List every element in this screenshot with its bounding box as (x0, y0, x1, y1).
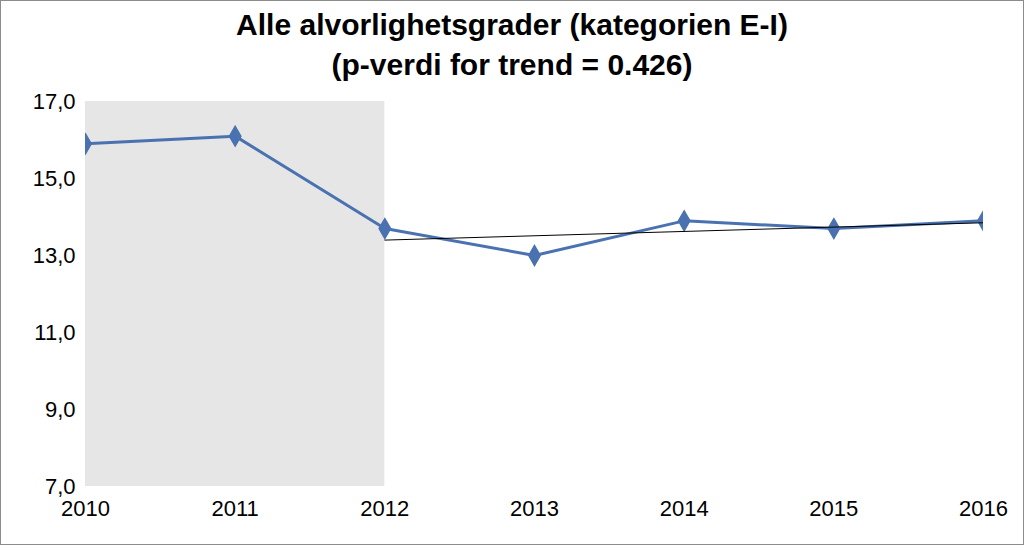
svg-text:13,0: 13,0 (33, 243, 76, 268)
svg-text:11,0: 11,0 (34, 320, 75, 345)
svg-text:2012: 2012 (360, 496, 409, 521)
svg-text:2010: 2010 (61, 496, 110, 521)
svg-text:2016: 2016 (959, 496, 1008, 521)
html-text:(p-verdi for trend = 0.426): (p-verdi for trend = 0.426) (331, 48, 693, 81)
svg-text:2014: 2014 (660, 496, 709, 521)
svg-text:2011: 2011 (212, 496, 259, 521)
svg-text:7,0: 7,0 (45, 474, 76, 499)
svg-text:15,0: 15,0 (33, 166, 76, 191)
svg-text:2015: 2015 (809, 496, 858, 521)
svg-text:17,0: 17,0 (33, 91, 76, 114)
svg-text:2013: 2013 (510, 496, 559, 521)
svg-text:9,0: 9,0 (45, 397, 76, 422)
html-text:Alle alvorlighetsgrader (kateg: Alle alvorlighetsgrader (kategorien E-I) (236, 8, 788, 41)
